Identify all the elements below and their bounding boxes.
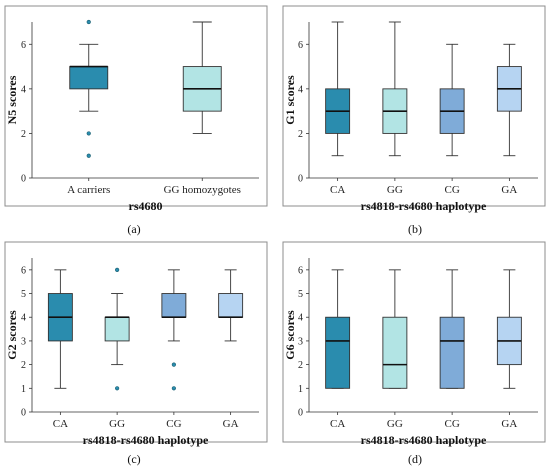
- outlier-point: [86, 153, 91, 158]
- y-tick-label: 0: [298, 408, 303, 419]
- panel-frame: [4, 5, 268, 207]
- x-tick-label: GA: [223, 418, 239, 430]
- x-tick-label: A carriers: [67, 184, 110, 196]
- x-tick-label: GA: [501, 418, 517, 430]
- y-axis-title: G6 scores: [283, 310, 297, 360]
- y-tick-label: 0: [298, 174, 303, 185]
- y-axis-title: N5 scores: [5, 75, 19, 124]
- y-tick-label: 6: [298, 40, 303, 51]
- box-c-2: [161, 293, 187, 318]
- y-axis-title: G2 scores: [5, 310, 19, 360]
- y-tick-label: 4: [21, 84, 26, 95]
- x-tick-label: CG: [166, 418, 181, 430]
- x-tick-label: GG: [109, 418, 125, 430]
- x-tick-label: CA: [330, 418, 345, 430]
- y-tick-label: 5: [298, 289, 303, 300]
- box-d-0: [325, 316, 351, 389]
- y-tick-label: 0: [21, 174, 26, 185]
- chart-panel-c: 0 1 2 3 4 5 6 G2 scores CA GG CG GA rs4818-rs4680 ha…: [4, 241, 268, 466]
- x-axis-title: rs4818-rs4680 haplotype: [361, 433, 487, 447]
- outlier-point: [171, 386, 176, 391]
- box-d-1: [382, 316, 408, 389]
- panel-label: (a): [127, 222, 140, 236]
- panel-frame: [4, 241, 268, 443]
- x-axis-title: rs4680: [129, 199, 163, 213]
- box-c-3: [218, 293, 244, 318]
- x-tick-label: GG homozygotes: [164, 184, 241, 196]
- y-tick-label: 4: [21, 313, 26, 324]
- y-tick-label: 2: [298, 129, 303, 140]
- x-tick-label: GG: [387, 184, 403, 196]
- y-tick-label: 0: [21, 408, 26, 419]
- x-tick-label: GG: [387, 418, 403, 430]
- y-tick-label: 4: [298, 313, 303, 324]
- box-a-0: [69, 66, 109, 90]
- y-tick-label: 2: [298, 360, 303, 371]
- outlier-point: [115, 386, 120, 391]
- y-tick-label: 6: [21, 265, 26, 276]
- chart-panel-a: 0 2 4 6 N5 scores A carriers GG homozygotesrs4…: [4, 5, 268, 236]
- chart-panel-b: 0 2 4 6 G1 scores CA GG CG GA rs4818-rs4680 haplo…: [282, 5, 546, 236]
- panel-label: (b): [408, 222, 422, 236]
- x-tick-label: GA: [501, 184, 517, 196]
- y-tick-label: 6: [21, 40, 26, 51]
- y-tick-label: 3: [21, 336, 26, 347]
- box-c-1: [104, 316, 130, 342]
- outlier-point: [115, 267, 120, 272]
- y-tick-label: 6: [298, 265, 303, 276]
- y-tick-label: 2: [21, 129, 26, 140]
- outlier-point: [86, 19, 91, 25]
- panel-label: (c): [127, 452, 140, 466]
- y-axis-title: G1 scores: [283, 75, 297, 125]
- x-axis-title: rs4818-rs4680 haplotype: [83, 433, 209, 447]
- outlier-point: [171, 362, 176, 367]
- box-d-2: [439, 316, 465, 389]
- y-tick-label: 1: [298, 384, 303, 395]
- x-tick-label: CG: [444, 184, 459, 196]
- panel-label: (d): [408, 452, 422, 466]
- chart-panel-d: 0 1 2 3 4 5 6 G6 scores CA GG CG GA rs4818-rs4680 ha…: [282, 241, 546, 466]
- y-tick-label: 2: [21, 360, 26, 371]
- y-tick-label: 5: [21, 289, 26, 300]
- y-tick-label: 3: [298, 336, 303, 347]
- outlier-point: [86, 131, 91, 136]
- x-axis-title: rs4818-rs4680 haplotype: [361, 199, 487, 213]
- x-tick-label: CA: [330, 184, 345, 196]
- y-tick-label: 1: [21, 384, 26, 395]
- x-tick-label: CG: [444, 418, 459, 430]
- x-tick-label: CA: [53, 418, 68, 430]
- y-tick-label: 4: [298, 84, 303, 95]
